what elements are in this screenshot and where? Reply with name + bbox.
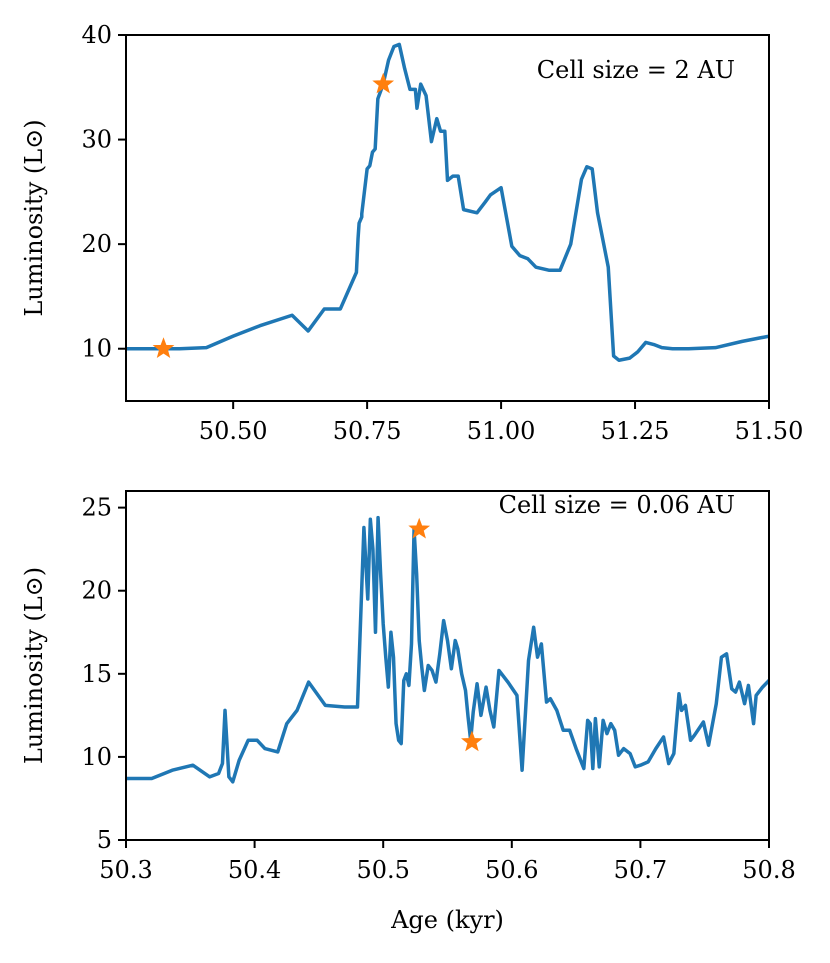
bottom-panel: 50.3 50.4 50.5 50.6 50.7 50.8 5 10 15 20 25 Cell … <box>20 490 796 884</box>
x-tick-label: 50.75 <box>333 417 402 445</box>
x-tick-label: 51.25 <box>601 417 670 445</box>
y-tick-label: 30 <box>81 126 112 154</box>
top-y-ticks: 10 20 30 40 <box>81 21 126 363</box>
top-x-ticks: 50.50 50.75 51.00 51.25 51.50 <box>199 401 804 445</box>
top-annotation: Cell size = 2 AU <box>537 56 735 84</box>
bottom-axes-frame <box>125 490 770 841</box>
star-marker <box>408 517 431 539</box>
star-marker <box>152 337 175 358</box>
y-tick-label: 25 <box>81 494 112 522</box>
bottom-annotation: Cell size = 0.06 AU <box>499 491 735 519</box>
luminosity-line <box>126 42 769 362</box>
top-plot-area <box>126 42 769 362</box>
x-tick-label: 50.6 <box>485 856 538 884</box>
top-axes-frame <box>125 34 770 402</box>
star-marker <box>461 730 483 752</box>
y-tick-label: 10 <box>81 335 112 363</box>
x-tick-label: 51.00 <box>467 417 536 445</box>
y-tick-label: 5 <box>97 826 112 854</box>
y-tick-label: 10 <box>81 743 112 771</box>
top-y-axis-label: Luminosity (L⊙) <box>20 119 48 316</box>
luminosity-line <box>126 515 769 784</box>
x-tick-label: 50.8 <box>742 856 795 884</box>
top-panel: 50.50 50.75 51.00 51.25 51.50 10 20 30 40 Cell … <box>20 21 803 445</box>
y-tick-label: 20 <box>81 230 112 258</box>
x-tick-label: 51.50 <box>735 417 804 445</box>
x-axis-label: Age (kyr) <box>390 906 504 934</box>
x-tick-label: 50.7 <box>614 856 667 884</box>
x-tick-label: 50.3 <box>99 856 152 884</box>
y-tick-label: 15 <box>81 660 112 688</box>
bottom-y-axis-label: Luminosity (L⊙) <box>20 567 48 764</box>
x-tick-label: 50.4 <box>228 856 281 884</box>
x-tick-label: 50.50 <box>199 417 268 445</box>
bottom-y-ticks: 5 10 15 20 25 <box>81 494 126 854</box>
bottom-plot-area <box>126 515 769 784</box>
x-tick-label: 50.5 <box>356 856 409 884</box>
bottom-x-ticks: 50.3 50.4 50.5 50.6 50.7 50.8 <box>99 840 796 884</box>
star-marker <box>372 72 395 94</box>
y-tick-label: 40 <box>81 21 112 49</box>
y-tick-label: 20 <box>81 577 112 605</box>
